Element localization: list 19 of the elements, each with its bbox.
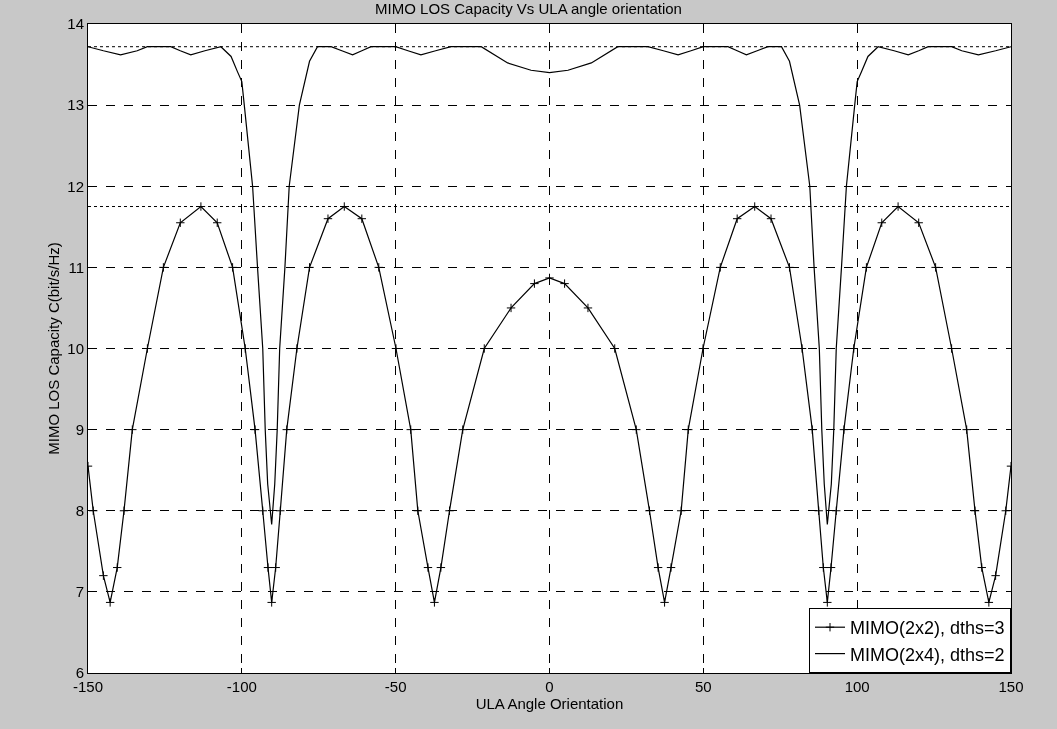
- x-tick-label: -50: [384, 678, 407, 695]
- legend-label: MIMO(2x4), dths=2: [850, 644, 1005, 665]
- y-tick-label: 9: [75, 420, 84, 438]
- y-tick-label: 10: [67, 339, 84, 357]
- x-tick-label: 100: [844, 678, 870, 695]
- y-tick-label: 14: [67, 15, 84, 33]
- y-tick-label: 13: [67, 96, 84, 114]
- legend-label: MIMO(2x2), dths=3: [850, 618, 1005, 639]
- y-tick-label: 8: [75, 502, 84, 519]
- x-tick-label: -100: [226, 678, 257, 695]
- x-axis-title: ULA Angle Orientation: [475, 695, 624, 712]
- y-tick-label: 12: [67, 177, 84, 195]
- x-tick-label: 0: [545, 678, 554, 695]
- y-tick-label: 7: [75, 583, 84, 601]
- x-tick-label: 150: [998, 678, 1024, 695]
- y-tick-label: 11: [68, 258, 84, 276]
- x-tick-label: 50: [694, 678, 712, 695]
- chart-title: MIMO LOS Capacity Vs ULA angle orientation: [375, 0, 682, 18]
- y-axis-title: MIMO LOS Capacity C(bit/s/Hz): [44, 242, 62, 455]
